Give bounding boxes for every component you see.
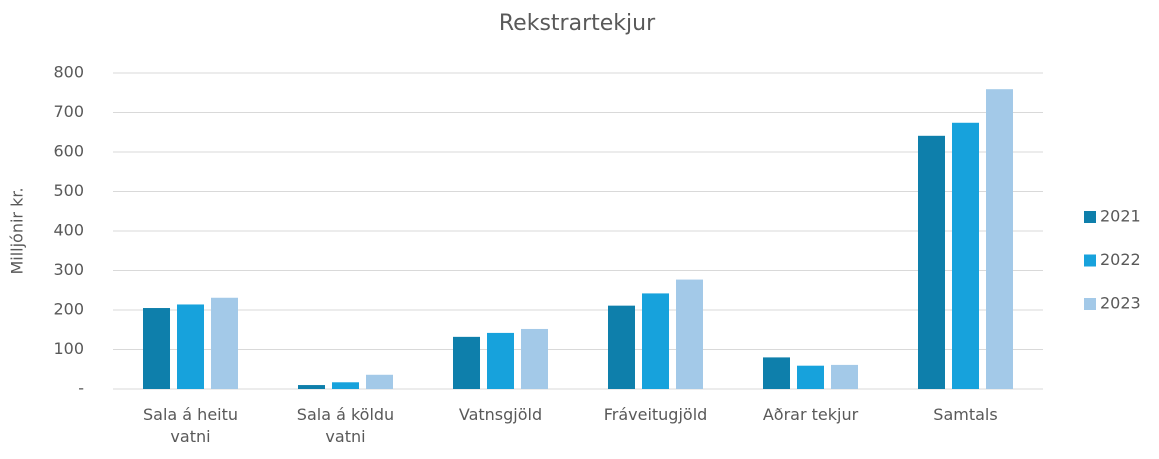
y-tick-label: 500 bbox=[53, 181, 84, 200]
y-tick-label: 400 bbox=[53, 221, 84, 240]
y-axis-label: Milljónir kr. bbox=[8, 187, 27, 274]
chart-title: Rekstrartekjur bbox=[499, 11, 656, 36]
bar bbox=[332, 382, 359, 389]
x-tick-label: Samtals bbox=[933, 405, 998, 424]
legend-label: 2022 bbox=[1100, 250, 1141, 269]
bar bbox=[177, 304, 204, 389]
bar bbox=[676, 279, 703, 389]
legend-label: 2023 bbox=[1100, 294, 1141, 313]
bar bbox=[487, 332, 514, 389]
bar bbox=[366, 374, 393, 389]
x-tick-label: Fráveitugjöld bbox=[603, 405, 708, 424]
bar bbox=[211, 297, 238, 389]
bar bbox=[763, 357, 790, 389]
y-tick-label: 200 bbox=[53, 300, 84, 319]
y-tick-label: 300 bbox=[53, 260, 84, 279]
x-tick-label: Sala á köldu vatni bbox=[296, 405, 395, 446]
y-tick-label: 100 bbox=[53, 339, 84, 358]
bar bbox=[453, 336, 480, 389]
legend-swatch bbox=[1084, 211, 1096, 223]
bar bbox=[521, 328, 548, 389]
y-tick-label: 600 bbox=[53, 142, 84, 161]
bar bbox=[918, 135, 945, 389]
bar bbox=[298, 385, 325, 389]
legend-swatch bbox=[1084, 254, 1096, 267]
bar bbox=[642, 293, 669, 389]
y-tick-label: 700 bbox=[53, 102, 84, 121]
x-tick-label: Aðrar tekjur bbox=[762, 405, 859, 424]
legend-label: 2021 bbox=[1100, 207, 1141, 226]
bar bbox=[831, 364, 858, 389]
bar bbox=[608, 305, 635, 389]
bar bbox=[952, 122, 979, 390]
y-tick-label: - bbox=[78, 379, 84, 398]
x-tick-label: Sala á heitu vatni bbox=[142, 405, 239, 446]
x-tick-label: Vatnsgjöld bbox=[458, 405, 543, 424]
y-tick-label: 800 bbox=[53, 63, 84, 82]
bar bbox=[797, 365, 824, 389]
bar bbox=[986, 89, 1013, 389]
legend-swatch bbox=[1084, 298, 1096, 310]
bar bbox=[143, 308, 170, 389]
